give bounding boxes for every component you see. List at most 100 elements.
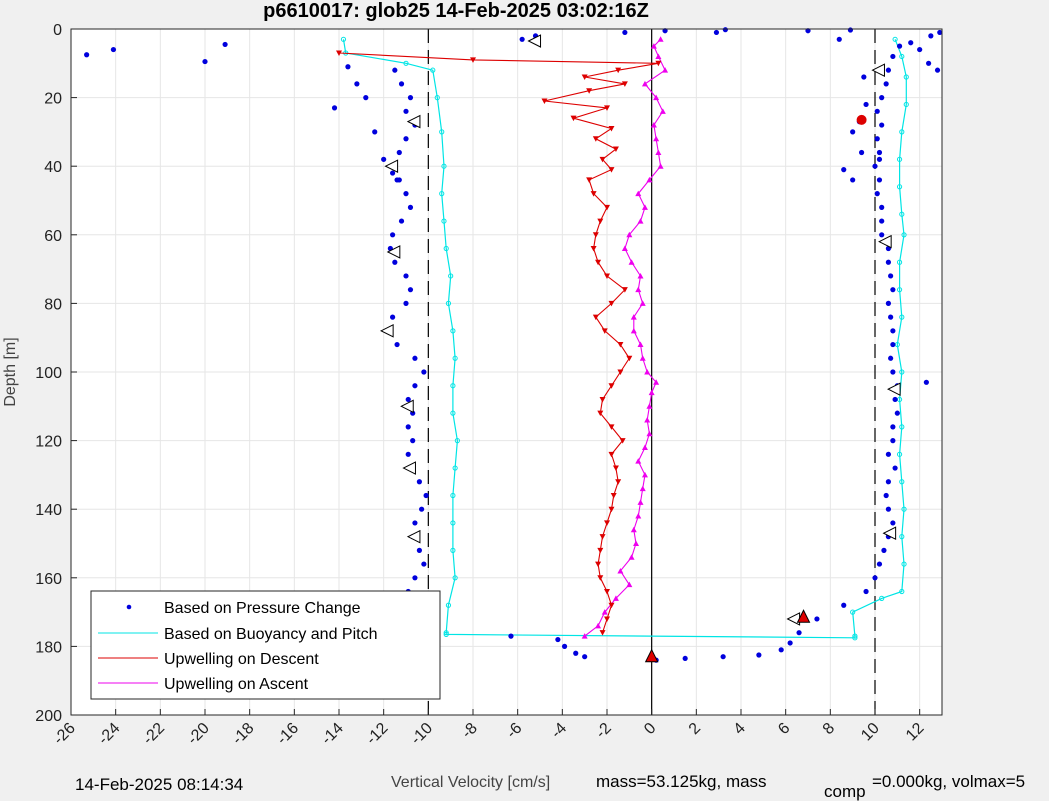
buoyancy-pitch-point <box>903 74 909 80</box>
pressure-change-point <box>923 379 929 385</box>
pressure-change-point <box>720 654 726 660</box>
upwelling-ascent-point <box>637 272 644 279</box>
upwelling-ascent-point <box>612 595 619 601</box>
buoyancy-pitch-point <box>901 232 907 238</box>
pressure-change-point <box>881 547 887 553</box>
pressure-change-point <box>850 129 856 135</box>
pressure-change-point <box>363 95 369 101</box>
open-triangle-marker <box>406 114 421 129</box>
pressure-change-point <box>561 643 568 650</box>
y-tick-label: 160 <box>35 571 62 588</box>
upwelling-descent-point <box>336 50 342 57</box>
pressure-change-point <box>390 170 396 176</box>
buoyancy-pitch-point <box>899 129 905 135</box>
pressure-change-point <box>403 191 409 197</box>
upwelling-descent-point <box>617 342 624 348</box>
upwelling-descent-point <box>608 602 615 609</box>
pressure-change-point <box>403 273 409 279</box>
upwelling-descent-point <box>608 506 615 513</box>
upwelling-ascent-point <box>641 471 648 478</box>
pressure-change-point <box>110 46 117 53</box>
upwelling-descent-point <box>592 314 599 321</box>
pressure-change-point <box>876 156 883 162</box>
upwelling-ascent-point <box>630 314 637 320</box>
upwelling-descent-point <box>590 246 597 252</box>
pressure-change-point <box>890 287 896 293</box>
buoyancy-pitch-point <box>899 479 905 485</box>
upwelling-descent-point <box>599 630 606 636</box>
x-tick-label: -4 <box>548 720 570 742</box>
upwelling-descent-point <box>599 534 606 540</box>
buoyancy-pitch-point <box>852 635 858 641</box>
upwelling-descent-point <box>592 136 599 142</box>
upwelling-ascent-point <box>601 609 608 615</box>
y-tick-label: 200 <box>35 708 62 725</box>
pressure-change-point <box>398 218 405 224</box>
pressure-change-point <box>412 520 418 526</box>
buoyancy-pitch-point <box>899 369 905 375</box>
pressure-change-point <box>872 575 878 581</box>
upwelling-descent-point <box>604 273 610 279</box>
footer-timestamp: 14-Feb-2025 08:14:34 <box>75 775 243 794</box>
pressure-change-point <box>405 396 411 403</box>
upwelling-descent-point <box>619 438 626 444</box>
pressure-change-point <box>407 95 414 101</box>
x-tick-label: -18 <box>229 720 257 748</box>
upwelling-descent-point <box>601 328 608 334</box>
upwelling-descent-point <box>604 589 610 595</box>
upwelling-descent-point <box>590 191 597 197</box>
upwelling-descent-point <box>595 259 602 266</box>
pressure-change-point <box>937 29 943 36</box>
pressure-change-point <box>403 300 409 306</box>
x-tick-label: -22 <box>140 720 168 748</box>
buoyancy-pitch-point <box>896 259 903 265</box>
open-triangle-marker <box>386 245 401 259</box>
upwelling-ascent-point <box>635 513 642 519</box>
upwelling-descent-point <box>604 204 610 211</box>
buoyancy-pitch-point <box>901 506 907 512</box>
pressure-change-point <box>934 67 941 73</box>
x-tick-label: 4 <box>731 720 749 738</box>
pressure-change-point <box>885 451 892 457</box>
pressure-change-point <box>861 74 867 80</box>
open-triangle-marker <box>527 34 542 48</box>
x-tick-label: 12 <box>903 720 928 745</box>
upwelling-ascent-point <box>644 417 651 423</box>
upwelling-descent-point <box>470 57 476 63</box>
buoyancy-pitch-point <box>340 36 347 42</box>
x-tick-label: 8 <box>820 720 838 738</box>
pressure-change-point <box>622 29 628 36</box>
upwelling-ascent-point <box>635 190 642 197</box>
upwelling-ascent-point <box>641 444 648 450</box>
upwelling-ascent-point <box>628 554 635 560</box>
pressure-change-point <box>423 492 429 499</box>
upwelling-descent-point <box>608 300 615 307</box>
upwelling-descent-point <box>608 451 615 458</box>
buoyancy-pitch-point <box>903 101 909 108</box>
pressure-change-point <box>874 136 880 142</box>
x-tick-label: -2 <box>593 720 615 742</box>
buoyancy-pitch-point <box>850 609 856 615</box>
chart-title: p6610017: glob25 14-Feb-2025 03:02:16Z <box>263 0 649 22</box>
upwelling-descent-point <box>655 60 662 67</box>
pressure-change-point <box>403 136 409 142</box>
buoyancy-pitch-point <box>450 520 456 526</box>
upwelling-ascent-point <box>655 53 662 59</box>
pressure-change-point <box>928 33 934 39</box>
open-triangle-marker <box>871 63 885 77</box>
y-axis-label: Depth [m] <box>2 337 19 406</box>
open-triangle-marker <box>406 529 421 544</box>
upwelling-ascent-point <box>657 36 664 42</box>
buoyancy-pitch-point <box>896 287 903 293</box>
upwelling-descent-point <box>541 98 548 105</box>
buoyancy-pitch-point <box>448 273 454 279</box>
upwelling-ascent-point <box>626 231 633 238</box>
legend-swatch-pressure <box>126 604 132 610</box>
pressure-change-point <box>885 259 892 265</box>
buoyancy-pitch-point <box>450 547 456 553</box>
y-tick-label: 100 <box>35 365 62 382</box>
pressure-change-point <box>778 647 784 653</box>
pressure-change-point <box>396 177 402 183</box>
pressure-change-point <box>885 67 892 73</box>
pressure-change-point <box>879 218 885 224</box>
